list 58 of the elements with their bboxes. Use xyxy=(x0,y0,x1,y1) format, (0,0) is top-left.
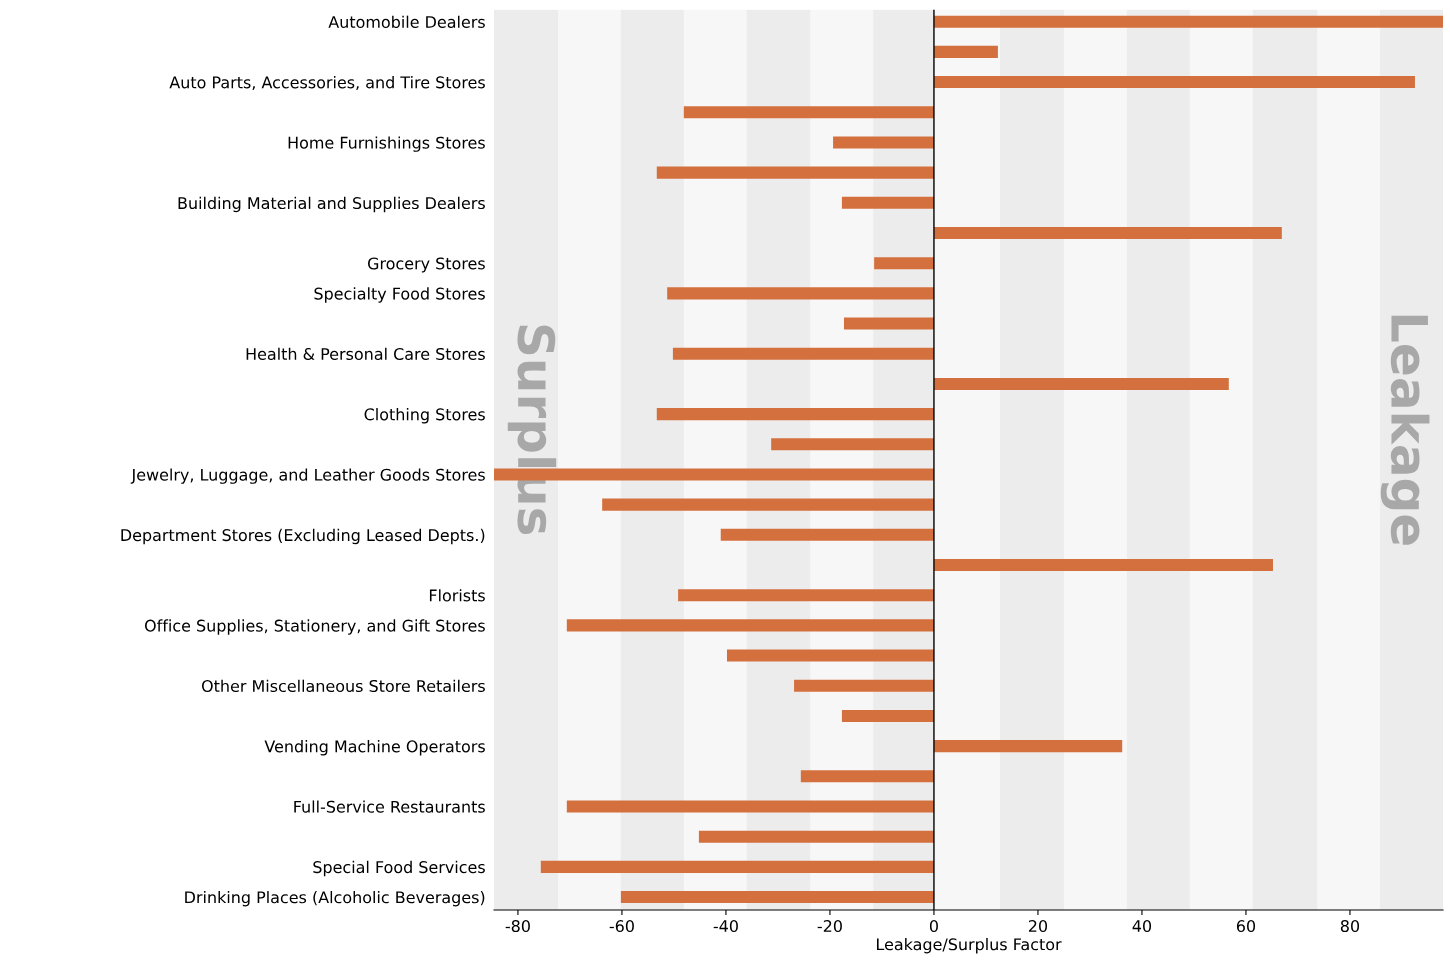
y-tick-label: Specialty Food Stores xyxy=(314,287,485,303)
y-tick-label: Vending Machine Operators xyxy=(264,740,485,756)
x-tick-label: 0 xyxy=(929,920,938,933)
x-tick-label: 40 xyxy=(1132,920,1152,933)
bar xyxy=(874,257,934,270)
bar xyxy=(933,377,1229,390)
bar xyxy=(933,740,1123,753)
bar xyxy=(933,76,1415,89)
y-tick-label: Automobile Dealers xyxy=(328,15,485,29)
y-tick-label: Clothing Stores xyxy=(364,408,485,424)
y-tick-label: Department Stores (Excluding Leased Depts.) xyxy=(121,528,485,545)
y-tick-label: Office Supplies, Stationery, and Gift Stores xyxy=(144,619,485,635)
bar xyxy=(698,830,934,843)
bar xyxy=(656,166,934,179)
y-tick-label: Drinking Places (Alcoholic Beverages) xyxy=(185,890,485,907)
bar xyxy=(620,891,934,904)
bar xyxy=(720,528,934,541)
bar xyxy=(800,770,934,783)
bar xyxy=(933,558,1273,572)
bar xyxy=(841,709,934,722)
annotation: Surplus xyxy=(507,325,557,535)
bar xyxy=(843,317,934,330)
x-tick-label: -40 xyxy=(713,920,738,933)
y-tick-label: Home Furnishings Stores xyxy=(288,136,485,152)
bar xyxy=(726,649,934,662)
bar xyxy=(602,498,934,511)
y-tick-label: Grocery Stores xyxy=(367,257,485,273)
y-tick-label: Auto Parts, Accessories, and Tire Stores xyxy=(169,76,485,91)
bar xyxy=(933,15,1444,28)
x-tick-label: -60 xyxy=(609,920,634,933)
y-tick-label: Special Food Services xyxy=(313,860,485,877)
bar xyxy=(540,860,934,873)
y-tick-label: Health & Personal Care Stores xyxy=(246,347,485,361)
x-tick-label: -80 xyxy=(505,920,530,933)
y-tick-label: Full-Service Restaurants xyxy=(294,800,485,813)
y-tick-label: Other Miscellaneous Store Retailers xyxy=(201,679,485,693)
bar xyxy=(566,800,934,813)
bar xyxy=(667,287,934,300)
y-tick-label: Building Material and Supplies Dealers xyxy=(178,196,485,213)
bar xyxy=(794,679,934,692)
annotation: Leakage xyxy=(1380,315,1430,545)
bar xyxy=(771,438,934,451)
x-tick-label: 80 xyxy=(1340,920,1360,933)
x-axis-title: Leakage/Surplus Factor xyxy=(877,937,1062,954)
bar xyxy=(672,347,934,360)
bar xyxy=(841,196,934,209)
x-tick-label: 20 xyxy=(1028,920,1048,933)
bar xyxy=(678,589,934,602)
x-tick-label: 60 xyxy=(1236,920,1256,933)
x-tick-label: -20 xyxy=(817,920,842,933)
bar xyxy=(566,619,934,632)
bar xyxy=(833,136,934,149)
bar xyxy=(933,226,1282,240)
bar xyxy=(656,408,934,421)
y-tick-label: Florists xyxy=(429,589,485,602)
bar xyxy=(933,45,998,58)
bar xyxy=(683,106,934,119)
y-tick-label: Jewelry, Luggage, and Leather Goods Stores xyxy=(130,468,485,484)
